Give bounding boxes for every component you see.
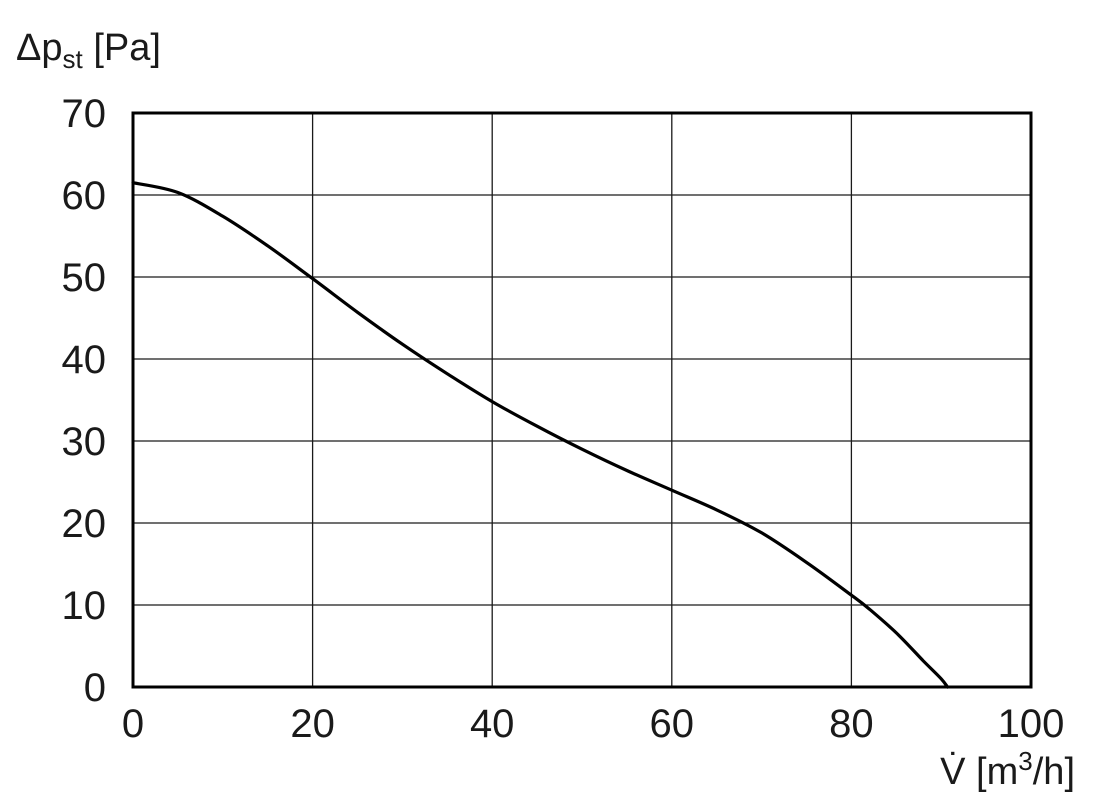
curve-point-0-21 xyxy=(947,686,949,688)
curve-point-0-7 xyxy=(447,373,449,375)
y-tick-label-6: 60 xyxy=(62,174,107,218)
y-tick-label-7: 70 xyxy=(62,92,107,136)
x-tick-label-5: 100 xyxy=(998,702,1065,746)
curve-layer xyxy=(131,181,950,689)
x-tick-label-0: 0 xyxy=(122,702,144,746)
x-tick-labels: 0 20 40 60 80 100 xyxy=(122,702,1065,746)
y-tick-label-2: 20 xyxy=(62,502,107,546)
y-axis-title-main: Δp xyxy=(16,27,63,69)
y-tick-labels: 0 10 20 30 40 50 60 70 xyxy=(62,92,107,710)
curve-point-0-17 xyxy=(869,608,871,610)
y-tick-label-5: 50 xyxy=(62,256,107,300)
curve-point-0-0 xyxy=(132,182,134,184)
curve-point-0-18 xyxy=(896,632,898,634)
curve-point-0-1 xyxy=(177,192,179,194)
y-axis-title-unit: [Pa] xyxy=(83,27,161,69)
x-tick-label-3: 60 xyxy=(650,702,695,746)
grid xyxy=(132,112,1032,688)
curve-point-0-8 xyxy=(491,401,493,403)
y-axis-title-sub: st xyxy=(63,44,84,74)
x-axis-title: V̇ [m3/h] xyxy=(940,746,1075,793)
plot-frame xyxy=(131,111,1033,689)
x-axis-title-main: V̇ [m xyxy=(940,750,1018,793)
curve-point-0-3 xyxy=(267,245,269,247)
y-axis-title: Δpst [Pa] xyxy=(16,27,161,74)
y-tick-label-4: 40 xyxy=(62,338,107,382)
curve-point-0-10 xyxy=(581,448,583,450)
pressure-curve-line-0 xyxy=(131,181,950,689)
x-tick-label-1: 20 xyxy=(290,702,335,746)
curve-point-0-9 xyxy=(536,425,538,427)
y-tick-label-3: 30 xyxy=(62,420,107,464)
curve-point-0-6 xyxy=(402,343,404,345)
x-tick-label-2: 40 xyxy=(470,702,515,746)
curve-point-0-11 xyxy=(626,470,628,472)
x-tick-label-4: 80 xyxy=(829,702,874,746)
curve-point-0-2 xyxy=(222,216,224,218)
y-tick-label-1: 10 xyxy=(62,584,107,628)
x-axis-title-unit: /h] xyxy=(1033,751,1075,793)
curve-point-0-13 xyxy=(716,509,718,511)
x-axis-title-sup: 3 xyxy=(1018,746,1032,776)
curve-point-0-16 xyxy=(851,594,853,596)
curve-point-0-20 xyxy=(940,678,942,680)
curve-point-0-5 xyxy=(357,311,359,313)
curve-point-0-14 xyxy=(761,532,763,534)
curve-point-0-4 xyxy=(312,278,314,280)
curve-point-0-19 xyxy=(922,660,924,662)
plot-border xyxy=(131,111,1033,689)
curve-point-0-12 xyxy=(671,489,673,491)
curve-point-0-15 xyxy=(806,562,808,564)
y-tick-label-0: 0 xyxy=(84,666,106,710)
